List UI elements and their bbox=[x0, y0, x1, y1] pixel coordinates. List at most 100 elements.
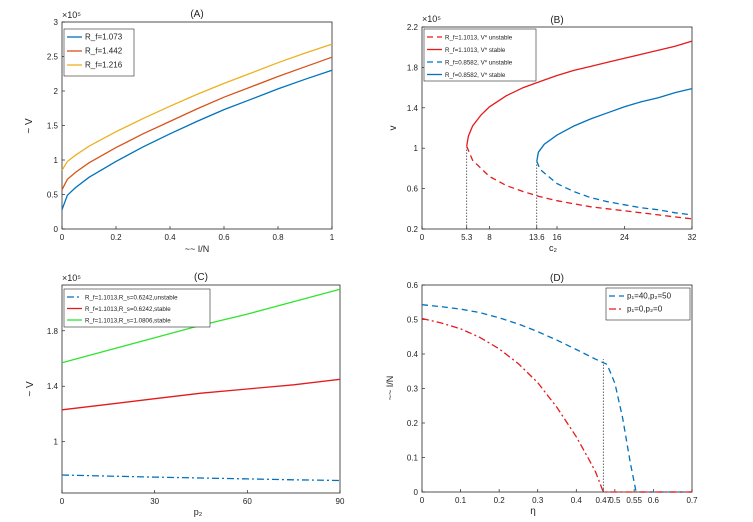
legend-label: R_f=0.8582, V* stable bbox=[445, 72, 506, 79]
x-tick-label: 5.3 bbox=[461, 233, 473, 242]
y-tick-label: 1 bbox=[54, 438, 59, 447]
x-tick-label: 0 bbox=[420, 496, 425, 505]
x-tick-label: 30 bbox=[150, 497, 159, 506]
panel-a-ticks: 0 0.2 0.4 0.6 0.8 1 0 0.5 1 1.5 2 2.5 3 bbox=[47, 18, 335, 242]
x-tick-label: 8 bbox=[487, 233, 492, 242]
x-tick-label: 1 bbox=[330, 233, 335, 242]
x-tick-label: 16 bbox=[553, 233, 562, 242]
x-tick-label: 0 bbox=[60, 233, 65, 242]
x-tick-label: 0.7 bbox=[686, 496, 698, 505]
series-line-4 bbox=[536, 87, 693, 162]
y-tick-label: 0.6 bbox=[407, 185, 419, 194]
x-tick-label: 0.6 bbox=[648, 496, 660, 505]
y-tick-label: 0.6 bbox=[407, 281, 419, 290]
panel-a-ylabel: ~ V bbox=[24, 118, 35, 134]
series-line-2 bbox=[61, 56, 333, 190]
legend-label: p₁=40,p₂=50 bbox=[627, 292, 672, 301]
legend-box bbox=[63, 288, 211, 328]
x-tick-label: 0.3 bbox=[532, 496, 544, 505]
series-line-2 bbox=[421, 317, 692, 493]
series-line-3 bbox=[536, 161, 693, 216]
legend-label: R_f=1.216 bbox=[85, 61, 123, 70]
panel-b: (B) ×10⁵ c₂ v 0 5.3 8 13.6 16 24 32 0.2 0.6 1 1.4 1… bbox=[388, 14, 697, 253]
panel-c-legend: R_f=1.1013,R_s=0.6242,unstable R_f=1.1013… bbox=[63, 288, 211, 328]
panel-a-exponent: ×10⁵ bbox=[62, 10, 81, 20]
legend-label: R_f=1.1013,R_s=0.6242,stable bbox=[85, 306, 171, 313]
series-line-1 bbox=[421, 304, 692, 493]
x-tick-label: 0.4 bbox=[571, 496, 583, 505]
y-tick-label: 3 bbox=[54, 18, 59, 27]
panel-a-xlabel: ~~ I/N bbox=[185, 244, 210, 254]
y-tick-label: 1 bbox=[54, 156, 59, 165]
panel-a-title: (A) bbox=[190, 9, 203, 20]
x-tick-label: 0 bbox=[420, 233, 425, 242]
legend-label: R_f=1.442 bbox=[85, 47, 123, 56]
panel-b-legend: R_f=1.1013, V* unstable R_f=1.1013, V* st… bbox=[423, 28, 537, 82]
legend-label: p₁=0,p₂=0 bbox=[627, 305, 663, 314]
panel-b-ylabel: v bbox=[388, 126, 399, 131]
legend-box bbox=[423, 28, 537, 82]
series-line-1 bbox=[61, 69, 333, 210]
x-tick-label: 0 bbox=[60, 497, 65, 506]
panel-d-ticks: 0 0.1 0.2 0.3 0.4 0.470.5 0.55 0.6 0.700.10.20.3… bbox=[407, 281, 698, 505]
legend-label: R_f=1.1013, V* unstable bbox=[445, 35, 513, 42]
panel-d-legend: p₁=40,p₂=50 p₁=0,p₂=0 bbox=[605, 287, 691, 321]
x-tick-label: 32 bbox=[688, 233, 697, 242]
y-tick-label: 1.4 bbox=[47, 382, 59, 391]
x-tick-label: 0.1 bbox=[455, 496, 467, 505]
panel-b-title: (B) bbox=[550, 15, 563, 26]
x-tick-label: 0.8 bbox=[272, 233, 284, 242]
y-tick-label: 0.2 bbox=[407, 419, 419, 428]
y-tick-label: 1.8 bbox=[407, 63, 419, 72]
x-tick-label: 0.2 bbox=[494, 496, 506, 505]
series-line-1 bbox=[466, 145, 693, 220]
x-tick-label: 0.5 bbox=[609, 496, 621, 505]
x-tick-label: 0.55 bbox=[626, 496, 642, 505]
panel-a-legend: R_f=1.073 R_f=1.442 R_f=1.216 bbox=[63, 28, 135, 77]
y-tick-label: 0 bbox=[54, 225, 59, 234]
y-tick-label: 0.5 bbox=[47, 191, 59, 200]
y-tick-label: 1.5 bbox=[47, 122, 59, 131]
y-tick-label: 1 bbox=[414, 144, 419, 153]
panel-b-ticks: 0 5.3 8 13.6 16 24 32 0.2 0.6 1 1.4 1.8 2.2 bbox=[407, 23, 697, 242]
legend-label: R_f=0.8582, V* unstable bbox=[445, 60, 513, 67]
y-tick-label: 0.2 bbox=[407, 225, 419, 234]
panel-c-ylabel: ~ V bbox=[25, 381, 36, 397]
panel-a-series bbox=[61, 43, 333, 210]
legend-label: R_f=1.1013,R_s=1.0806,stable bbox=[85, 318, 171, 325]
x-tick-label: 0.2 bbox=[110, 233, 122, 242]
x-tick-label: 24 bbox=[620, 233, 629, 242]
x-tick-label: 0.47 bbox=[595, 496, 611, 505]
panel-d-title: (D) bbox=[550, 273, 564, 284]
series-line-2 bbox=[61, 378, 341, 411]
panel-b-xlabel: c₂ bbox=[549, 243, 558, 253]
y-tick-label: 2.2 bbox=[407, 23, 419, 32]
y-tick-label: 0.5 bbox=[407, 316, 419, 325]
y-tick-label: 2 bbox=[54, 87, 59, 96]
series-line-1 bbox=[61, 474, 341, 482]
legend-label: R_f=1.1013, V* stable bbox=[445, 47, 506, 54]
panel-c: (C) ×10⁵ p₂ ~ V 0 30 60 90 1 1.4 1.8 R_f=1.101… bbox=[25, 272, 345, 517]
panel-d: (D) η ~~ I/N 0 0.1 0.2 0.3 0.4 0.470.5 0.55 0.6… bbox=[385, 273, 698, 517]
y-tick-label: 0.1 bbox=[407, 454, 419, 463]
panel-c-ticks: 0 30 60 90 1 1.4 1.8 bbox=[47, 327, 345, 506]
y-tick-label: 1.8 bbox=[47, 327, 59, 336]
y-tick-label: 2.5 bbox=[47, 53, 59, 62]
panel-a: (A) ×10⁵ ~~ I/N ~ V 0 0.2 0.4 0.6 0.8 1 0 0.5 1 1… bbox=[24, 9, 335, 254]
y-tick-label: 0.4 bbox=[407, 350, 419, 359]
x-tick-label: 0.4 bbox=[164, 233, 176, 242]
panel-c-exponent: ×10⁵ bbox=[62, 273, 81, 283]
panel-c-title: (C) bbox=[194, 272, 208, 283]
panel-b-exponent: ×10⁵ bbox=[422, 14, 441, 24]
x-tick-label: 60 bbox=[243, 497, 252, 506]
panel-d-series bbox=[421, 304, 692, 493]
legend-box bbox=[605, 287, 691, 321]
y-tick-label: 0.3 bbox=[407, 385, 419, 394]
panel-d-ylabel: ~~ I/N bbox=[385, 376, 395, 401]
x-tick-label: 90 bbox=[336, 497, 345, 506]
x-tick-label: 0.6 bbox=[218, 233, 230, 242]
y-tick-label: 0 bbox=[414, 488, 419, 497]
panel-c-xlabel: p₂ bbox=[194, 507, 203, 517]
panel-b-series bbox=[466, 40, 693, 229]
